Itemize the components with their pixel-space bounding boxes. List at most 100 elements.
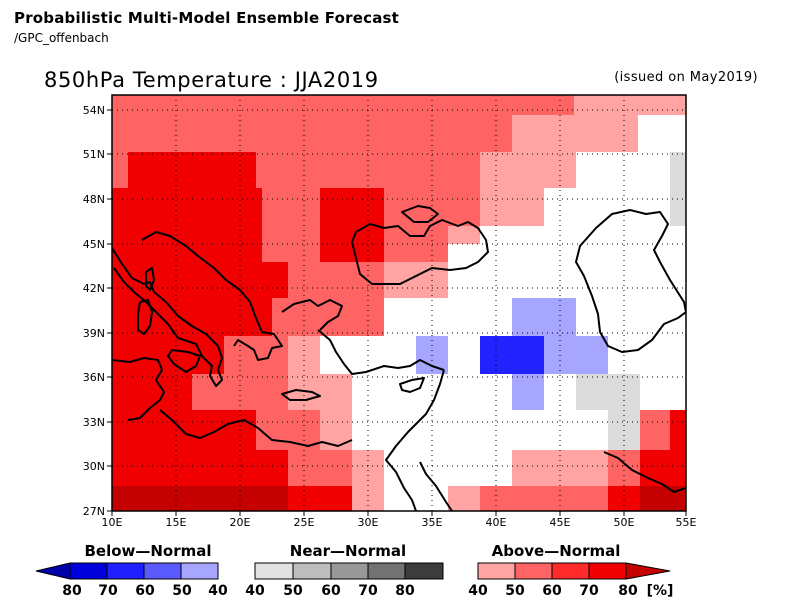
legend-swatch: [106, 562, 145, 580]
above-70-cell: [112, 450, 288, 486]
coastlines: [112, 205, 686, 511]
above-50-cell: [640, 410, 670, 450]
lat-axis-labels: 27N 30N 33N 36N 39N 42N 45N 48N 51N 54N: [83, 104, 105, 518]
legend-tick: 50: [283, 583, 303, 599]
above-40-cell: [384, 262, 448, 298]
above-40-cell: [448, 226, 480, 244]
product-source: /GPC_offenbach: [14, 31, 109, 45]
lon-label: 55E: [676, 516, 697, 529]
legend-swatch: [551, 562, 590, 580]
lat-label: 48N: [83, 193, 105, 206]
graticule: [112, 95, 686, 511]
coastline-sicily: [167, 349, 201, 373]
legend-near-label: Near—Normal: [290, 542, 406, 560]
map-frame: [111, 94, 687, 512]
legend-swatch: [404, 562, 444, 580]
legend-swatch: [292, 562, 332, 580]
coastline-sardinia: [137, 299, 153, 335]
near-40-cell: [670, 152, 686, 226]
above-70-cell: [608, 486, 640, 511]
above-70-cell: [112, 410, 256, 450]
legend-tick: 70: [98, 583, 118, 599]
legend-arrow-left: [35, 562, 71, 580]
map-title: 850hPa Temperature : JJA2019: [44, 68, 379, 92]
above-70-cell: [112, 262, 288, 298]
coastline-aegean: [281, 299, 343, 331]
below-40-cell: [512, 298, 576, 336]
coastline-caspian: [575, 209, 686, 353]
legend-swatch: [180, 562, 219, 580]
legend-tick: 60: [321, 583, 341, 599]
above-40-cell: [448, 486, 480, 511]
axis-ticks: [107, 109, 687, 516]
legend-swatch: [69, 562, 108, 580]
legend-swatch: [588, 562, 627, 580]
lat-label: 30N: [83, 460, 105, 473]
below-40-cell: [544, 336, 608, 374]
legend-tick: 40: [468, 583, 488, 599]
above-40-cell: [480, 188, 544, 226]
lat-label: 39N: [83, 327, 105, 340]
above-40-cell: [480, 152, 576, 188]
legend-swatch: [330, 562, 369, 580]
issued-date: (issued on May2019): [614, 70, 758, 85]
lat-label: 45N: [83, 238, 105, 251]
coastline-azov: [401, 205, 439, 223]
legend-swatch: [254, 562, 294, 580]
legend-tick: 80: [62, 583, 82, 599]
coastline-tunisia: [112, 357, 165, 421]
lat-label: 36N: [83, 371, 105, 384]
legend-above-normal: Above—Normal 40 50 60 70 80 [%]: [468, 542, 673, 599]
lon-label: 30E: [358, 516, 379, 529]
lon-label: 40E: [486, 516, 507, 529]
coastline-corsica: [145, 267, 155, 291]
legend-below-normal: Below—Normal 80 70 60 50 40: [35, 542, 228, 599]
above-80-cell: [112, 486, 288, 511]
lat-label: 54N: [83, 104, 105, 117]
legend-tick: 70: [579, 583, 599, 599]
legend-below-label: Below—Normal: [84, 542, 211, 560]
coastline-crete: [281, 389, 321, 401]
legend-arrow-right: [625, 562, 671, 580]
above-70-cell: [128, 152, 256, 188]
coastline-redsea: [419, 461, 453, 511]
above-40-cell: [288, 374, 352, 410]
legend-tick: 60: [542, 583, 562, 599]
lat-label: 51N: [83, 148, 105, 161]
legend-near-normal: Near—Normal 40 50 60 70 80: [245, 542, 444, 599]
lon-label: 35E: [422, 516, 443, 529]
legend-swatch: [367, 562, 406, 580]
lon-label: 50E: [614, 516, 635, 529]
legend-above-label: Above—Normal: [492, 542, 621, 560]
above-50-cell: [480, 486, 608, 511]
legend-tick: 80: [618, 583, 638, 599]
lon-label: 10E: [102, 516, 123, 529]
probability-field: [112, 95, 686, 511]
near-40-cell: [576, 374, 640, 410]
lon-label: 45E: [550, 516, 571, 529]
lat-label: 27N: [83, 505, 105, 518]
legend-unit: [%]: [647, 583, 674, 599]
coastline-turkey-west: [317, 329, 445, 375]
lon-label: 25E: [294, 516, 315, 529]
lat-label: 42N: [83, 282, 105, 295]
product-title: Probabilistic Multi-Model Ensemble Forec…: [14, 9, 400, 27]
above-40-cell: [512, 115, 638, 152]
legend-tick: 50: [172, 583, 192, 599]
legend-swatch: [477, 562, 516, 580]
coastline-blacksea: [351, 219, 489, 285]
above-70-cell: [288, 486, 352, 511]
lon-label: 20E: [230, 516, 251, 529]
legend-tick: 40: [245, 583, 265, 599]
legend-swatch: [514, 562, 553, 580]
lon-label: 15E: [166, 516, 187, 529]
legend-tick: 80: [395, 583, 415, 599]
coastline-balkans: [141, 231, 283, 361]
below-70-cell: [480, 336, 544, 374]
legend-tick: 40: [208, 583, 228, 599]
above-50-cell: [112, 95, 574, 115]
legend-swatch: [143, 562, 182, 580]
above-70-cell: [670, 410, 686, 450]
above-50-cell: [112, 115, 512, 152]
